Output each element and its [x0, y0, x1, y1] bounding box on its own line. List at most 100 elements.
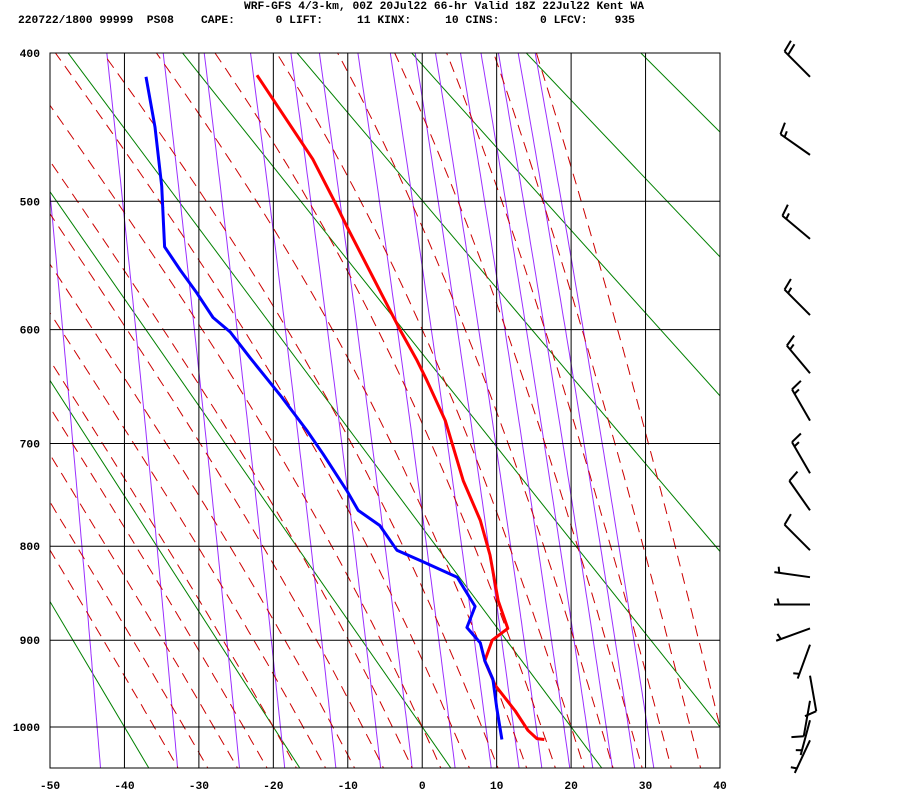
index-lfcv: LFCV: 935 — [554, 15, 635, 28]
wind-barb-stroke — [786, 335, 795, 347]
y-tick-label: 1000 — [13, 723, 40, 735]
mixing-ratio-line — [249, 53, 337, 768]
wind-barb-stroke — [790, 766, 798, 770]
y-tick-label: 900 — [20, 636, 41, 648]
y-tick-label: 700 — [20, 439, 41, 451]
wind-barb — [786, 335, 811, 374]
station-id: 220722/1800 99999 PS08 — [18, 15, 174, 27]
index-value: 935 — [614, 15, 635, 27]
wind-barb — [788, 470, 811, 511]
wind-barb-stroke — [777, 566, 781, 573]
index-label: KINX: — [377, 15, 412, 27]
index-value: 0 — [540, 15, 547, 27]
mixing-ratio-line — [50, 188, 101, 768]
index-label: CAPE: — [201, 15, 235, 27]
wind-barb-stroke — [776, 633, 782, 640]
dry-adiabat-line — [67, 53, 603, 768]
mixing-ratio-line — [480, 53, 594, 768]
mixing-ratio-line — [106, 53, 179, 768]
moist-adiabat-line — [446, 53, 672, 768]
dry-adiabat-line — [721, 20, 900, 776]
moist-adiabat-line — [50, 312, 327, 768]
dry-adiabat-line — [50, 600, 150, 768]
temperature-profile — [255, 74, 545, 741]
x-tick-label: 20 — [564, 781, 578, 793]
wind-barb — [790, 739, 811, 774]
grid — [49, 52, 721, 769]
wind-barb-stroke — [776, 598, 780, 605]
moist-adiabat-line — [50, 160, 413, 768]
wind-barb — [775, 627, 811, 642]
mixing-ratio-line — [459, 53, 571, 768]
moist-adiabat-line — [50, 406, 268, 768]
moist-adiabat-line — [155, 53, 528, 768]
y-tick-label: 400 — [20, 49, 41, 61]
wind-barbs — [774, 40, 818, 774]
wind-barb-stroke — [791, 735, 804, 739]
background-isopleths — [50, 20, 900, 776]
wind-barb-stroke — [781, 215, 811, 240]
x-tick-label: -30 — [189, 781, 210, 793]
mixing-ratio-line — [203, 53, 286, 768]
moist-adiabat-line — [54, 53, 470, 768]
x-tick-label: 30 — [639, 781, 653, 793]
x-tick-label: -10 — [338, 781, 359, 793]
x-tick-label: -20 — [263, 781, 284, 793]
wind-barb-stroke — [783, 288, 811, 316]
wind-barb — [791, 380, 811, 422]
moist-adiabat-line — [535, 53, 720, 730]
wind-barb-stroke — [788, 480, 811, 511]
plot-frame — [49, 52, 721, 769]
wind-barb-stroke — [793, 672, 800, 675]
dry-adiabat-line — [296, 53, 720, 553]
x-tick-label: -50 — [40, 781, 61, 793]
wind-barb-stroke — [783, 130, 788, 138]
x-tick-label: -40 — [114, 781, 135, 793]
wind-barb-stroke — [786, 344, 811, 374]
profiles — [144, 74, 545, 741]
index-label: LIFT: — [289, 15, 324, 27]
y-tick-label: 800 — [20, 542, 41, 554]
wind-barb-stroke — [779, 122, 786, 135]
wind-barb-stroke — [802, 700, 811, 737]
moist-adiabat-line — [102, 53, 499, 768]
index-lift: LIFT: 11 — [289, 15, 370, 28]
wind-barb-stroke — [783, 40, 792, 52]
dry-adiabat-line — [411, 53, 720, 397]
wind-barb — [774, 598, 810, 606]
mixing-ratio-line — [414, 53, 520, 768]
y-tick-label: 600 — [20, 326, 41, 338]
wind-barb-stroke — [793, 388, 800, 395]
index-kinx: KINX: 10 — [377, 15, 458, 28]
index-value: 0 — [275, 15, 283, 27]
index-cape: CAPE: 0 — [201, 15, 282, 28]
x-tick-label: 0 — [419, 781, 426, 793]
wind-barb-stroke — [809, 675, 818, 712]
wind-barb — [783, 513, 811, 551]
wind-barb — [774, 566, 811, 579]
dewpoint-profile — [144, 76, 504, 740]
index-label: LFCV: — [553, 15, 588, 27]
wind-barb — [795, 720, 811, 756]
moist-adiabat-line — [276, 53, 585, 768]
dry-adiabat-line — [181, 53, 720, 728]
x-tick-label: 40 — [713, 781, 727, 793]
mixing-ratio-line — [162, 53, 240, 768]
wind-barb-stroke — [796, 644, 811, 679]
dry-adiabat-line — [50, 190, 452, 768]
wind-barb — [804, 675, 818, 718]
mixing-ratio-line — [389, 53, 492, 768]
wind-barb-stroke — [774, 571, 811, 579]
moist-adiabat-line — [493, 53, 702, 768]
wind-barb-stroke — [785, 212, 790, 220]
mixing-ratio-line — [318, 53, 413, 768]
index-label: CINS: — [465, 15, 500, 27]
wind-barb-stroke — [791, 441, 811, 474]
mixing-ratio-line — [497, 53, 613, 768]
wind-barb-stroke — [791, 432, 802, 443]
moist-adiabat-line — [50, 501, 209, 768]
wind-barb-stroke — [787, 287, 793, 294]
wind-barb — [793, 644, 811, 679]
wind-barb-stroke — [783, 50, 811, 78]
